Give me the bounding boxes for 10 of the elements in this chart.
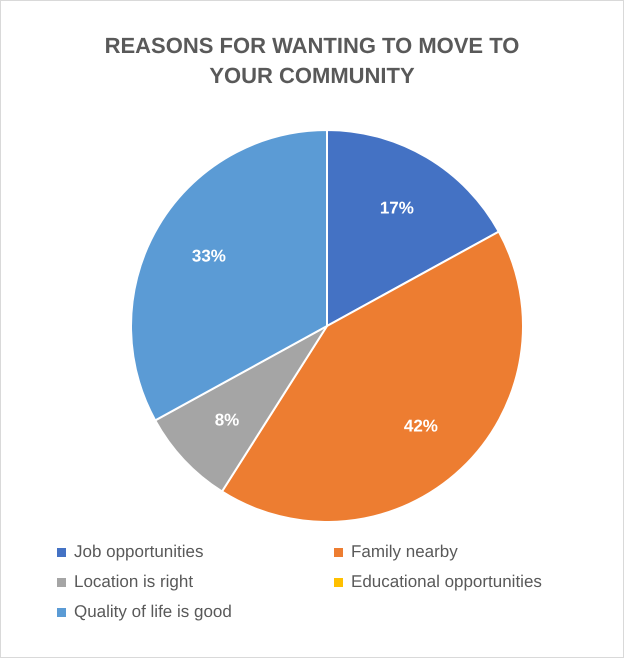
legend-label: Family nearby — [351, 542, 458, 562]
data-label: 8% — [214, 410, 240, 430]
legend-label: Location is right — [74, 572, 194, 592]
data-label: 42% — [404, 416, 438, 436]
chart-title: REASONS FOR WANTING TO MOVE TO YOUR COMMUNITY — [104, 32, 520, 90]
data-label: 33% — [192, 246, 226, 266]
legend-label: Educational opportunities — [351, 572, 542, 592]
legend-label: Job opportunities — [74, 542, 204, 562]
legend-label: Quality of life is good — [74, 602, 232, 622]
data-label: 17% — [380, 198, 414, 218]
